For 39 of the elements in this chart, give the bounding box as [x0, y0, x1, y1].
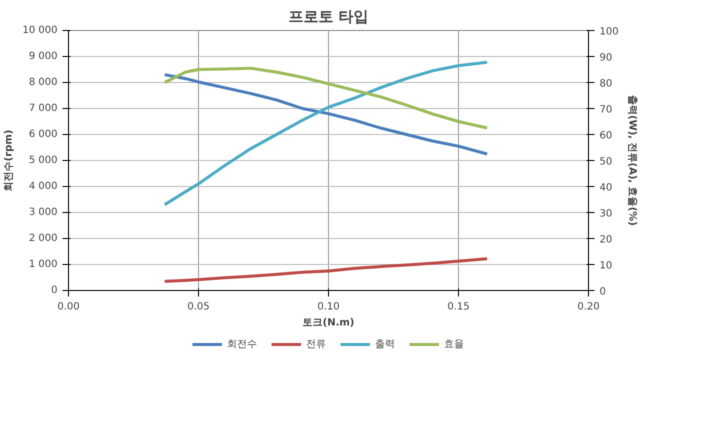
y2-tick-label: 30 — [600, 208, 612, 220]
x-tick-label: 0.05 — [187, 302, 210, 312]
y-tick-label: 0 — [51, 285, 58, 296]
y2-tick-label: 40 — [600, 182, 612, 194]
line-series — [163, 60, 489, 206]
x-axis-title: 토크(N.m) — [302, 318, 354, 328]
line-series — [163, 66, 489, 130]
line-series — [163, 257, 489, 283]
legend-label: 전류 — [306, 338, 326, 351]
y2-tick-label: 0 — [600, 286, 606, 298]
y-tick-label: 5 000 — [28, 155, 58, 166]
y-tick-label: 8 000 — [28, 77, 58, 88]
y2-tick-label: 10 — [600, 260, 612, 272]
legend-label: 효율 — [444, 338, 464, 351]
y2-tick-label: 80 — [600, 78, 612, 90]
y2-tick-label: 100 — [600, 26, 619, 38]
y-axis-title: 회전수(rpm) — [4, 130, 15, 192]
x-tick-label: 0.20 — [577, 302, 600, 312]
x-tick-label: 0.00 — [57, 302, 80, 312]
legend-label: 회전수 — [227, 338, 257, 351]
y2-tick-label: 90 — [600, 52, 612, 64]
y-tick-label: 3 000 — [28, 207, 58, 218]
y2-tick-label: 70 — [600, 104, 612, 116]
y2-axis-title: 출력(W), 전류(A), 효율(%) — [626, 95, 638, 226]
y-tick-label: 1 000 — [28, 259, 58, 270]
y2-tick-label: 20 — [600, 234, 612, 246]
chart-title: 프로토 타입 — [288, 8, 369, 26]
x-tick-label: 0.15 — [447, 302, 470, 312]
legend-label: 출력 — [375, 338, 395, 351]
y-tick-label: 10 000 — [22, 25, 58, 36]
y-tick-label: 2 000 — [28, 233, 58, 244]
y2-tick-label: 60 — [600, 130, 612, 142]
y-tick-label: 4 000 — [28, 181, 58, 192]
y-tick-label: 9 000 — [28, 51, 58, 62]
y2-tick-label: 50 — [600, 156, 612, 168]
y-tick-label: 7 000 — [28, 103, 58, 114]
y-tick-label: 6 000 — [28, 129, 58, 140]
x-tick-label: 0.10 — [317, 302, 340, 312]
line-series — [163, 73, 489, 156]
